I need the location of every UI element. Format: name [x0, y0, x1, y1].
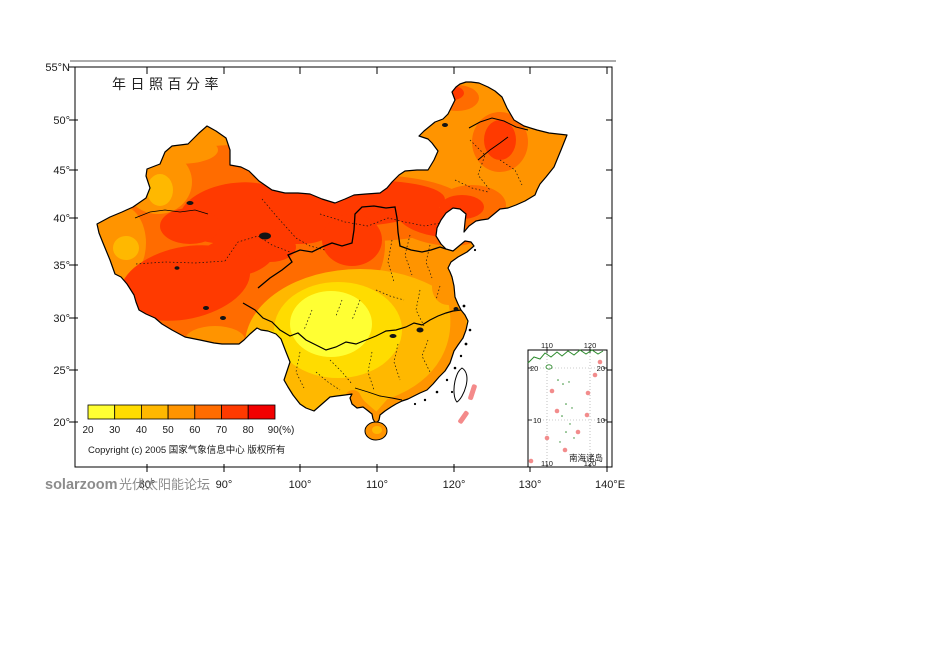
colorbar-tick-label: 30 — [109, 425, 121, 436]
y-tick-label: 55°N — [45, 62, 70, 74]
colorbar-tick-label: 90(%) — [268, 425, 295, 436]
colorbar-tick-label: 70 — [216, 425, 228, 436]
inset-frame — [527, 349, 608, 468]
colorbar-segment — [221, 404, 249, 420]
hainan-island — [364, 421, 388, 441]
watermark-brand: solarzoom — [45, 477, 118, 493]
contour-40-50-pockets — [113, 174, 173, 260]
plot-frame — [69, 66, 613, 472]
inset-tick-label: 20 — [597, 364, 605, 373]
inset-islands-green — [557, 379, 575, 443]
watermark-text: 光伏太阳能论坛 — [119, 477, 210, 492]
province-borders — [135, 139, 523, 391]
inset-hainan — [545, 364, 553, 370]
lakes — [174, 123, 459, 338]
inset-grid — [528, 350, 607, 467]
inset-islands-pink — [528, 359, 603, 464]
colorbar-segment — [167, 404, 196, 420]
x-tick-marks — [146, 67, 608, 472]
colorbar-tick-label: 40 — [136, 425, 148, 436]
inset-tick-label: 20 — [530, 364, 538, 373]
china-outline — [96, 81, 568, 425]
colorbar-tick-label: 20 — [82, 425, 94, 436]
taiwan-island — [450, 367, 468, 403]
rivers — [134, 117, 529, 401]
colorbar-segment — [194, 404, 222, 420]
copyright-text: Copyright (c) 2005 国家气象信息中心 版权所有 — [88, 444, 285, 456]
inset-coastline — [527, 349, 604, 364]
x-tick-label: 130° — [519, 479, 542, 491]
inset-tick-label: 10 — [597, 416, 605, 425]
inset-tick-label: 120 — [584, 341, 597, 350]
y-tick-label: 30° — [53, 313, 70, 325]
y-tick-label: 40° — [53, 213, 70, 225]
x-tick-label: 110° — [366, 479, 388, 491]
inset-tick-label: 110 — [541, 341, 553, 350]
colorbar-tick-label: 60 — [189, 425, 201, 436]
x-tick-label: 90° — [216, 479, 233, 491]
colorbar: 20 30 40 50 60 70 80 90(%) — [82, 404, 294, 436]
colorbar-segment — [140, 404, 169, 420]
map-title: 年日照百分率 — [112, 76, 223, 92]
x-tick-label: 100° — [289, 479, 312, 491]
y-axis-labels: 55°N 50° 45° 40° 35° 30° 25° 20° — [45, 62, 70, 429]
contour-50-60-jiangsu — [432, 269, 464, 305]
inset-map: 110 120 110 120 20 10 20 10 南海诸岛 — [527, 341, 608, 468]
y-tick-marks — [69, 66, 612, 423]
colorbar-segment — [247, 404, 276, 420]
colorbar-tick-label: 80 — [243, 425, 255, 436]
y-tick-label: 50° — [53, 115, 70, 127]
inset-tick-label: 110 — [541, 459, 553, 468]
inset-tick-label: 10 — [533, 416, 541, 425]
inset-tick-label: 120 — [584, 459, 597, 468]
x-tick-label: 120° — [443, 479, 466, 491]
inset-tick-labels: 110 120 110 120 20 10 20 10 — [530, 341, 605, 468]
colorbar-segment — [114, 404, 142, 420]
colorbar-labels: 20 30 40 50 60 70 80 90(%) — [82, 425, 294, 436]
colorbar-tick-label: 50 — [163, 425, 175, 436]
watermark: solarzoom 光伏太阳能论坛 — [45, 477, 210, 493]
x-tick-label: 80° — [139, 479, 156, 491]
sea-boundary-dashes — [458, 384, 477, 424]
colorbar-segment — [87, 404, 116, 420]
y-tick-label: 25° — [53, 365, 70, 377]
inset-title: 南海诸岛 — [569, 453, 603, 463]
y-tick-label: 35° — [53, 260, 70, 272]
coastal-islands — [413, 248, 477, 406]
x-axis-labels: 80° 90° 100° 110° 120° 130° 140°E — [139, 479, 625, 491]
y-tick-label: 20° — [53, 417, 70, 429]
inset-frame-ticks — [528, 347, 607, 467]
y-tick-label: 45° — [53, 165, 70, 177]
x-tick-label: 140°E — [595, 479, 625, 491]
